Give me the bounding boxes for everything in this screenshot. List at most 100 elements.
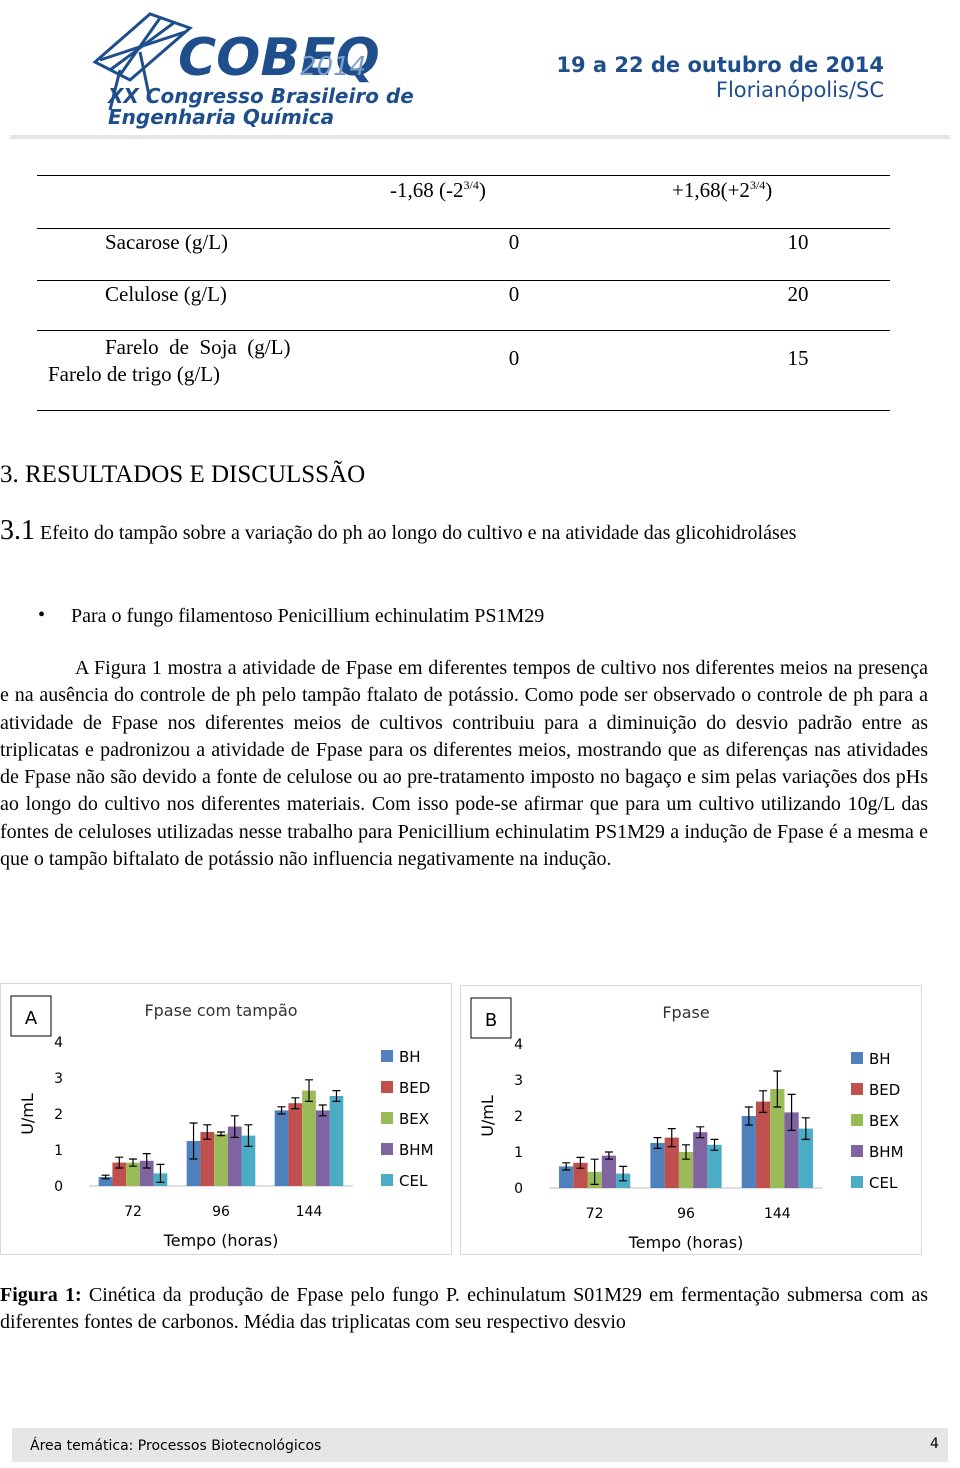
y-tick-label: 1 [54, 1143, 63, 1159]
legend-swatch [381, 1143, 393, 1155]
legend-swatch [851, 1176, 863, 1188]
bar [139, 1160, 154, 1186]
bar [186, 1141, 201, 1186]
bar [274, 1110, 289, 1186]
x-axis-label: Tempo (horas) [163, 1231, 279, 1250]
page-number: 4 [930, 1436, 939, 1452]
footer-bar [12, 1428, 948, 1462]
paragraph: A Figura 1 mostra a atividade de Fpase e… [0, 657, 928, 871]
error-bar [318, 1104, 327, 1117]
legend-label: BHM [869, 1143, 904, 1161]
table-header-cell: +1,68(+23/4) [672, 178, 772, 203]
error-bar [682, 1144, 690, 1160]
error-bar [619, 1165, 628, 1182]
logo-tower [92, 12, 193, 111]
legend-label: BEX [869, 1112, 899, 1130]
error-bar [217, 1131, 225, 1137]
error-bar [696, 1126, 705, 1139]
table-cell: Sacarose (g/L) [105, 230, 229, 254]
bar [678, 1152, 694, 1188]
y-axis-label: U/mL [478, 1095, 497, 1137]
y-tick-label: 0 [54, 1179, 63, 1195]
legend-swatch [851, 1052, 863, 1064]
error-bar [667, 1128, 676, 1148]
table-cell: 20 [787, 282, 809, 306]
y-tick-label: 3 [54, 1071, 63, 1087]
error-bar [142, 1153, 151, 1169]
y-tick-label: 2 [514, 1109, 523, 1125]
error-bar [590, 1158, 599, 1185]
error-bar [156, 1163, 165, 1183]
error-bar [801, 1117, 810, 1140]
bar [241, 1135, 256, 1186]
subsection-title: 3.1 Efeito do tampão sobre a variação do… [0, 517, 900, 547]
error-bar [759, 1090, 768, 1113]
logo-year: 2014 [300, 52, 366, 82]
chart: A Fpase com tampão U/mL Tempo (horas) 0 1 2 3 4 7… [0, 983, 452, 1255]
bar [126, 1162, 140, 1186]
x-tick-label: 96 [677, 1206, 695, 1222]
section-title: 3. RESULTADOS E DISCULSSÃO [0, 461, 366, 488]
header-rule [10, 135, 950, 139]
bar [601, 1155, 617, 1188]
error-bar [744, 1106, 753, 1126]
table-rule [37, 175, 890, 176]
x-tick-label: 72 [124, 1204, 142, 1220]
cell-text: ) [478, 178, 486, 202]
table-rule [37, 228, 890, 229]
bar [707, 1144, 722, 1188]
bar [693, 1132, 708, 1188]
cell-text: -1,68 (-2 [390, 178, 464, 202]
bar [98, 1177, 113, 1186]
error-bar [576, 1156, 585, 1169]
bar [200, 1132, 215, 1186]
error-bar [101, 1174, 110, 1180]
table-cell: Farelo de Soja (g/L) [105, 335, 291, 359]
y-tick-label: 2 [54, 1107, 63, 1123]
legend-label: BEX [399, 1110, 429, 1128]
bar [302, 1090, 316, 1186]
bar [770, 1089, 785, 1188]
legend-label: BH [869, 1050, 891, 1068]
caption-text: Cinética da produção de Fpase pelo fungo… [0, 1284, 928, 1333]
logo-line: Engenharia Química [108, 105, 334, 129]
error-bar [305, 1079, 313, 1102]
table-rule [37, 280, 890, 281]
legend-swatch [381, 1112, 393, 1124]
cell-sup: 3/4 [463, 178, 479, 192]
cell-text: +1,68(+2 [672, 178, 750, 202]
y-tick-label: 4 [514, 1037, 523, 1053]
x-tick-label: 96 [212, 1204, 230, 1220]
table-cell: Farelo de trigo (g/L) [48, 362, 221, 386]
header: COBEQ 2014 XX Congresso Brasileiro de En… [10, 12, 950, 139]
logo-line: XX Congresso Brasileiro de [106, 84, 414, 108]
event-date: 19 a 22 de outubro de 2014 [556, 53, 884, 77]
error-bar [653, 1137, 662, 1149]
error-bar [291, 1097, 300, 1110]
subsection-text: Efeito do tampão sobre a variação do ph … [40, 522, 797, 544]
table-cell: Celulose (g/L) [105, 282, 227, 306]
error-bar [710, 1138, 719, 1151]
bar [784, 1112, 799, 1188]
y-tick-label: 3 [514, 1073, 523, 1089]
legend-swatch [851, 1145, 863, 1157]
x-tick-label: 72 [586, 1206, 604, 1222]
panel-label: A [25, 1008, 38, 1029]
bar [227, 1126, 242, 1186]
error-bar [277, 1106, 286, 1115]
error-bar [773, 1070, 782, 1108]
legend-label: CEL [869, 1174, 898, 1192]
chart-title: Fpase [662, 1003, 709, 1022]
bar [755, 1101, 771, 1188]
y-tick-label: 0 [514, 1181, 523, 1197]
legend-swatch [851, 1114, 863, 1126]
y-tick-label: 4 [54, 1035, 63, 1051]
error-bar [787, 1093, 796, 1131]
table-rule [37, 410, 890, 411]
table-cell: 0 [508, 230, 520, 254]
bar [559, 1166, 574, 1188]
error-bar [189, 1122, 198, 1160]
event-place: Florianópolis/SC [716, 78, 884, 102]
table-cell: 15 [787, 346, 809, 370]
